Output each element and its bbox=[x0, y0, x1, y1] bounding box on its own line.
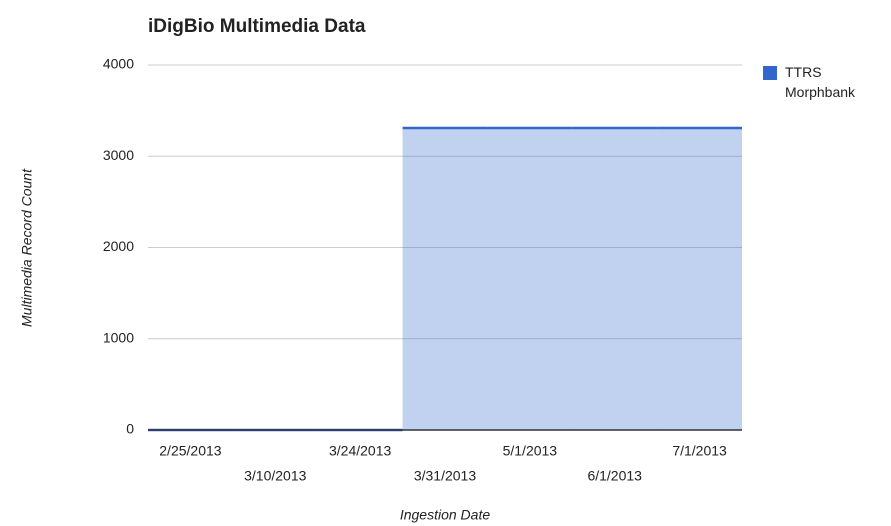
legend-swatch bbox=[763, 66, 777, 80]
y-tick-label: 3000 bbox=[103, 147, 134, 163]
y-tick-label: 1000 bbox=[103, 329, 134, 345]
x-tick-label: 7/1/2013 bbox=[672, 443, 727, 459]
y-tick-label: 2000 bbox=[103, 238, 134, 254]
legend-label: TTRS Morphbank bbox=[785, 64, 856, 100]
y-tick-label: 0 bbox=[126, 421, 134, 437]
y-tick-label: 4000 bbox=[103, 56, 134, 72]
x-tick-label: 6/1/2013 bbox=[587, 468, 642, 484]
area-step bbox=[402, 127, 488, 431]
chart-title: iDigBio Multimedia Data bbox=[148, 16, 366, 37]
area-step bbox=[487, 127, 573, 431]
x-tick-label: 3/10/2013 bbox=[244, 468, 306, 484]
x-tick-label: 2/25/2013 bbox=[159, 443, 221, 459]
x-tick-label: 3/24/2013 bbox=[329, 443, 391, 459]
area-step bbox=[572, 127, 658, 431]
x-tick-label: 3/31/2013 bbox=[414, 468, 476, 484]
x-tick-label: 5/1/2013 bbox=[503, 443, 558, 459]
area-step bbox=[657, 127, 742, 431]
x-axis-label: Ingestion Date bbox=[400, 507, 490, 523]
y-axis-label: Multimedia Record Count bbox=[19, 168, 35, 327]
